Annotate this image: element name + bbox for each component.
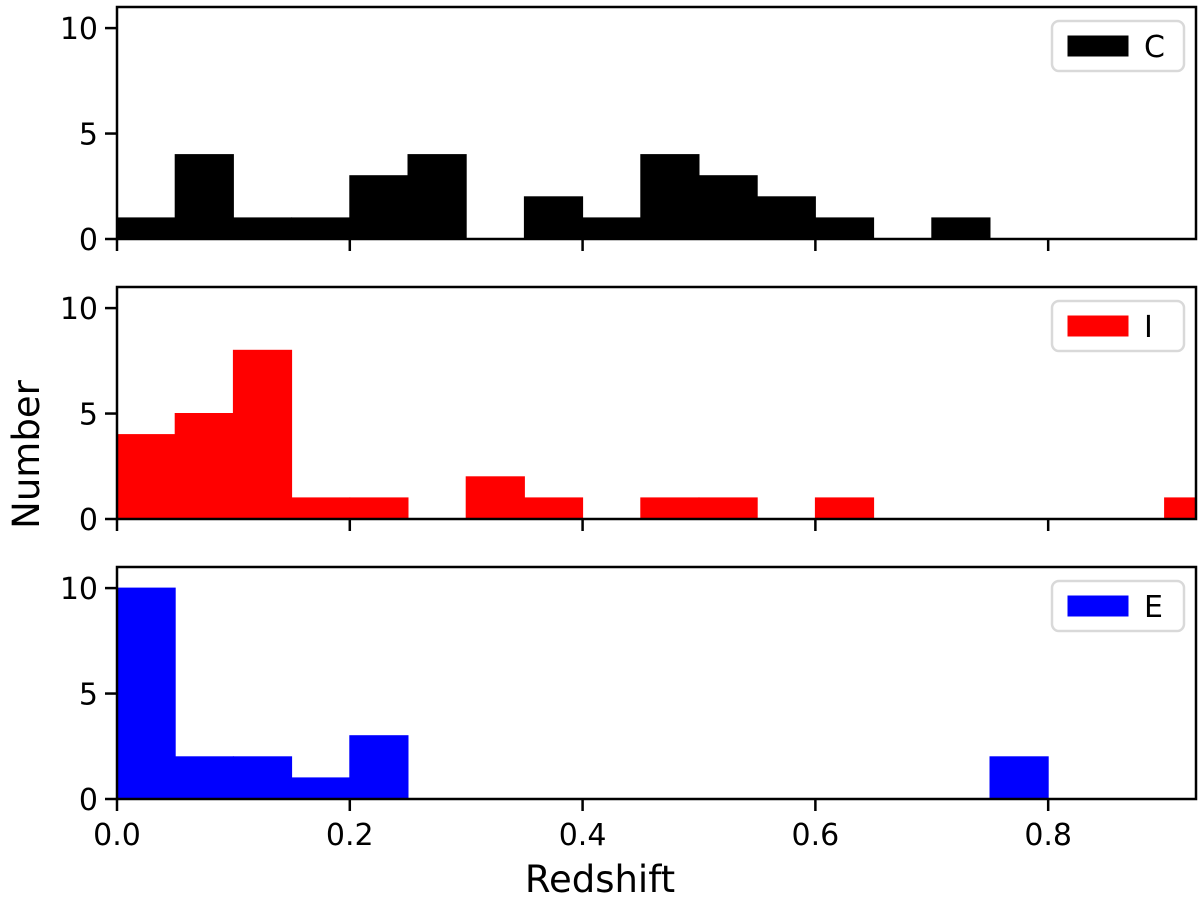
y-tick-label: 10 (60, 572, 98, 607)
histogram-bar (640, 154, 700, 240)
y-tick-label: 0 (79, 503, 98, 538)
histogram-bar (523, 196, 584, 240)
y-tick-label: 10 (60, 12, 98, 47)
y-tick-label: 0 (79, 783, 98, 818)
histogram-bar (814, 497, 875, 520)
y-tick-label: 0 (79, 223, 98, 258)
y-tick-label: 5 (79, 677, 98, 712)
histogram-bar (174, 413, 234, 520)
x-tick-label: 0.6 (792, 818, 840, 853)
histogram-bar (989, 756, 1049, 800)
histogram-bar (174, 756, 234, 800)
histogram-bar (1164, 497, 1197, 520)
y-axis-label-container: Number (2, 0, 50, 908)
histogram-bar (814, 217, 875, 240)
histogram-bar (291, 497, 351, 520)
histogram-bar (232, 756, 293, 800)
x-tick-label: 0.0 (93, 818, 141, 853)
histogram-bar (698, 497, 758, 520)
histogram-bar (116, 217, 176, 240)
y-axis-label: Number (4, 379, 48, 529)
x-tick-label: 0.2 (326, 818, 374, 853)
panel-border (115, 285, 1198, 521)
histogram-bar (232, 349, 293, 520)
histogram-bar (931, 217, 991, 240)
histogram-bar (116, 434, 176, 520)
histogram-bar (349, 735, 409, 800)
histogram-bar (582, 217, 642, 240)
histogram-bar (349, 175, 409, 240)
histogram-bar (465, 476, 525, 520)
x-axis-label: Redshift (524, 858, 676, 901)
histogram-bar (291, 777, 351, 800)
histogram-bar (756, 196, 816, 240)
histogram-bar (291, 217, 351, 240)
x-tick-label: 0.4 (559, 818, 607, 853)
legend-swatch (1067, 35, 1129, 57)
histogram-bar (349, 497, 409, 520)
histogram-bar (116, 587, 176, 800)
panel-border (115, 5, 1198, 241)
y-tick-label: 5 (79, 397, 98, 432)
legend-label: E (1144, 590, 1163, 625)
legend-swatch (1067, 595, 1129, 617)
histogram-bar (523, 497, 584, 520)
y-tick-label: 5 (79, 117, 98, 152)
histogram-bar (407, 154, 467, 240)
legend-label: I (1144, 310, 1153, 345)
histogram-bar (640, 497, 700, 520)
histogram-bar (698, 175, 758, 240)
histogram-bar (174, 154, 234, 240)
histogram-bar (232, 217, 293, 240)
panel-border (115, 565, 1198, 801)
legend-label: C (1144, 30, 1165, 65)
x-tick-label: 0.8 (1024, 818, 1072, 853)
y-tick-label: 10 (60, 292, 98, 327)
legend-swatch (1067, 315, 1129, 337)
